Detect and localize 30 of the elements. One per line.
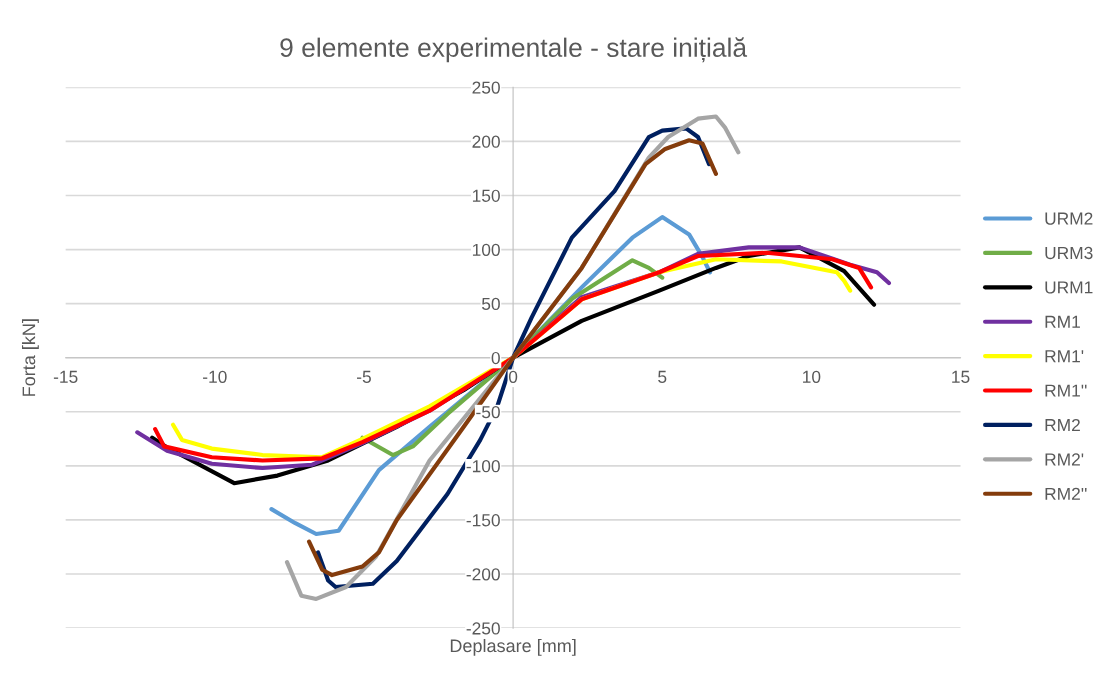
y-tick-label: 0 bbox=[491, 351, 500, 365]
y-tick-label: 150 bbox=[472, 189, 500, 202]
y-tick-label: -200 bbox=[466, 568, 500, 581]
y-tick-label: -150 bbox=[466, 514, 500, 527]
x-tick-label: 15 bbox=[952, 370, 970, 383]
legend-label: RM1' bbox=[1045, 350, 1084, 363]
y-tick-label: -100 bbox=[466, 460, 500, 473]
x-tick-label: 10 bbox=[803, 370, 821, 383]
x-tick-label: 5 bbox=[658, 370, 667, 383]
x-tick-label: -15 bbox=[53, 370, 78, 383]
y-tick-label: -250 bbox=[466, 622, 500, 635]
legend-label: RM1'' bbox=[1045, 384, 1087, 397]
x-tick-label: -10 bbox=[203, 370, 227, 383]
y-tick-label: 50 bbox=[481, 297, 500, 311]
y-tick-label: 100 bbox=[472, 243, 500, 257]
x-tick-label: 0 bbox=[508, 370, 518, 383]
y-tick-label: 200 bbox=[472, 135, 500, 148]
legend-label: URM2 bbox=[1045, 212, 1093, 225]
legend-label: RM2 bbox=[1045, 418, 1080, 432]
legend-label: URM1 bbox=[1045, 281, 1093, 294]
x-axis-title: Deplasare [mm] bbox=[450, 638, 576, 656]
legend-label: RM2' bbox=[1045, 453, 1084, 466]
x-tick-label: -5 bbox=[357, 370, 371, 383]
y-axis-title: Forta [kN] bbox=[21, 319, 39, 396]
y-tick-label: 250 bbox=[472, 81, 500, 94]
legend-label: RM1 bbox=[1045, 315, 1080, 328]
legend-label: RM2'' bbox=[1045, 487, 1087, 500]
legend-label: URM3 bbox=[1045, 246, 1093, 260]
y-tick-label: -50 bbox=[476, 405, 500, 419]
chart-title: 9 elemente experimentale - stare inițială bbox=[280, 37, 748, 63]
